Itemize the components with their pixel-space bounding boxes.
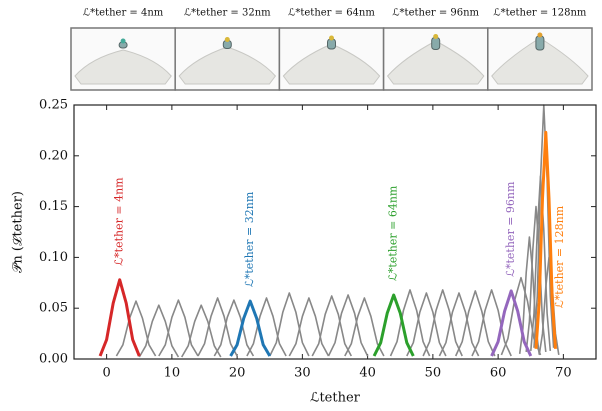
particle <box>535 35 545 51</box>
highlight-line <box>490 289 533 357</box>
x-tick-label: 30 <box>294 366 311 381</box>
line <box>525 205 547 352</box>
line <box>158 299 199 357</box>
line <box>115 300 157 357</box>
x-tick-label: 20 <box>229 366 246 381</box>
particle-top <box>433 34 439 39</box>
line <box>246 297 287 357</box>
y-tick-label: 0.25 <box>39 98 68 113</box>
y-tick-label: 0.10 <box>39 250 68 265</box>
curve-label: ℒ*tether = 64nm <box>387 185 400 281</box>
x-tick-label: 70 <box>555 366 572 381</box>
membrane <box>74 49 172 85</box>
inset-label: ℒ*tether = 64nm <box>288 8 375 19</box>
line <box>181 304 222 358</box>
line <box>389 289 431 357</box>
curve-label: ℒ*tether = 128nm <box>553 205 566 308</box>
inset-label: ℒ*tether = 128nm <box>493 8 587 19</box>
line <box>422 289 463 357</box>
inset-label: ℒ*tether = 96nm <box>392 8 479 19</box>
inset-label: ℒ*tether = 32nm <box>184 8 271 19</box>
line <box>454 290 496 357</box>
plot-frame <box>73 104 597 360</box>
particle <box>431 37 441 50</box>
line <box>311 295 353 357</box>
particle-top <box>224 37 230 42</box>
particle-top <box>120 38 126 44</box>
line <box>213 299 255 357</box>
x-tick-label: 60 <box>490 366 507 381</box>
line <box>269 292 310 357</box>
highlight-line <box>229 299 272 357</box>
line <box>344 297 385 357</box>
highlight-line <box>98 278 141 357</box>
membrane <box>178 46 277 85</box>
y-tick-label: 0.15 <box>39 199 68 214</box>
highlight-line <box>372 293 415 357</box>
x-axis-label: ℒtether <box>310 391 361 406</box>
inset-label: ℒ*tether = 4nm <box>83 8 164 19</box>
line <box>327 294 369 357</box>
particle-top <box>329 35 334 41</box>
x-tick-label: 50 <box>425 366 442 381</box>
line <box>438 292 480 357</box>
y-tick-label: 0.20 <box>39 148 68 163</box>
line <box>288 297 330 357</box>
x-tick-label: 40 <box>359 366 376 381</box>
particle-top <box>537 32 543 38</box>
highlight-line <box>534 130 557 349</box>
curve-label: ℒ*tether = 96nm <box>504 181 517 277</box>
line <box>197 297 238 357</box>
curve-label: ℒ*tether = 32nm <box>243 191 256 287</box>
y-tick-label: 0.05 <box>39 301 68 316</box>
x-tick-label: 0 <box>102 366 110 381</box>
y-tick-label: 0.00 <box>39 352 68 367</box>
curve-label: ℒ*tether = 4nm <box>113 177 126 266</box>
y-axis-label: 𝒫n (ℒtether) <box>11 191 26 273</box>
x-tick-label: 10 <box>164 366 181 381</box>
line <box>138 304 180 358</box>
line <box>471 289 512 357</box>
line <box>406 292 447 357</box>
